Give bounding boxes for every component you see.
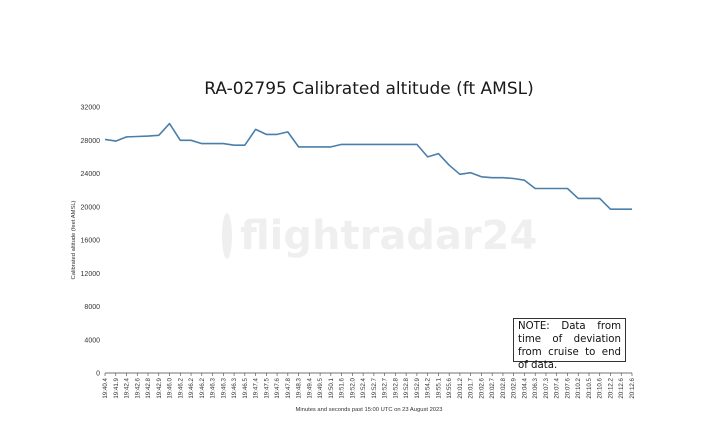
y-ticks: 0 4000 8000 12000 16000 20000 24000 28000 32000 [81, 105, 101, 378]
x-tick-label: 19:47.6 [274, 377, 281, 398]
x-tick-label: 19:46.0 [167, 377, 174, 398]
x-tick-label: 19:52.8 [392, 377, 399, 398]
y-tick-label: 32000 [81, 105, 101, 112]
x-tick-label: 19:50.1 [328, 377, 335, 398]
x-tick-label: 19:46.3 [220, 377, 227, 398]
x-tick-label: 20:10.5 [586, 377, 593, 398]
x-tick-label: 19:46.2 [188, 377, 195, 398]
chart-title: RA-02795 Calibrated altitude (ft AMSL) [204, 79, 533, 99]
x-tick-label: 19:42.9 [156, 377, 163, 398]
x-tick-label: 19:52.7 [371, 377, 378, 398]
x-tick-label: 19:42.8 [145, 377, 152, 398]
x-tick-label: 19:54.2 [425, 377, 432, 398]
x-tick-label: 20:04.4 [521, 377, 528, 398]
x-tick-label: 19:47.5 [263, 377, 270, 398]
x-tick-label: 20:07.3 [543, 377, 550, 398]
x-tick-label: 19:52.8 [403, 377, 410, 398]
x-tick-label: 20:06.3 [532, 377, 539, 398]
x-tick-label: 20:07.6 [564, 377, 571, 398]
x-tick-label: 19:52.0 [349, 377, 356, 398]
x-tick-label: 20:10.2 [575, 377, 582, 398]
x-tick-label: 19:42.4 [124, 377, 131, 398]
x-tick-label: 19:47.8 [285, 377, 292, 398]
x-tick-label: 19:48.3 [296, 377, 303, 398]
series-group [104, 122, 632, 210]
x-tick-label: 20:02.6 [478, 377, 485, 398]
x-tick-label: 20:12.2 [607, 377, 614, 398]
altitude-series-line [104, 122, 632, 210]
y-tick-label: 20000 [81, 204, 101, 211]
y-tick-label: 12000 [81, 271, 101, 278]
y-tick-label: 4000 [84, 337, 100, 344]
x-tick-label: 19:49.4 [306, 377, 313, 398]
x-tick-label: 19:46.2 [177, 377, 184, 398]
x-tick-label: 20:01.2 [457, 377, 464, 398]
y-tick-label: 16000 [81, 238, 101, 245]
x-tick-label: 19:46.2 [199, 377, 206, 398]
x-tick-label: 19:42.6 [134, 377, 141, 398]
x-tick-label: 20:02.8 [500, 377, 507, 398]
x-tick-label: 19:52.9 [414, 377, 421, 398]
x-tick-label: 19:52.7 [382, 377, 389, 398]
x-tick-label: 19:46.3 [231, 377, 238, 398]
x-tick-label: 20:07.4 [554, 377, 561, 398]
x-tick-label: 20:12.6 [618, 377, 625, 398]
x-tick-label: 19:41.9 [113, 377, 120, 398]
x-tick-label: 19:52.4 [360, 377, 367, 398]
x-tick-label: 19:49.5 [317, 377, 324, 398]
y-tick-label: 28000 [81, 138, 101, 145]
x-tick-label: 20:02.7 [489, 377, 496, 398]
x-tick-label: 20:01.7 [468, 377, 475, 398]
x-tick-label: 20:10.6 [597, 377, 604, 398]
x-tick-label: 20:02.9 [511, 377, 518, 398]
y-tick-label: 8000 [84, 304, 100, 311]
x-tick-label: 19:55.6 [446, 377, 453, 398]
x-tick-label: 20:12.6 [629, 377, 636, 398]
x-axis-label: Minutes and seconds past 15:00 UTC on 23… [296, 407, 443, 413]
x-ticks: 19:40.4 19:41.9 19:42.4 19:42.6 19:42.8 19:42… [102, 373, 636, 399]
y-axis-label: Calibrated altitude (feet AMSL) [71, 200, 77, 279]
note-box: NOTE: Data from time of deviation from c… [513, 318, 626, 371]
x-tick-label: 19:46.3 [210, 377, 217, 398]
x-tick-label: 19:55.1 [435, 377, 442, 398]
x-tick-label: 19:46.5 [242, 377, 249, 398]
y-tick-label: 0 [96, 371, 100, 378]
y-tick-label: 24000 [81, 171, 101, 178]
x-tick-label: 19:51.6 [339, 377, 346, 398]
x-tick-label: 19:47.4 [253, 377, 260, 398]
x-tick-label: 19:40.4 [102, 377, 109, 398]
